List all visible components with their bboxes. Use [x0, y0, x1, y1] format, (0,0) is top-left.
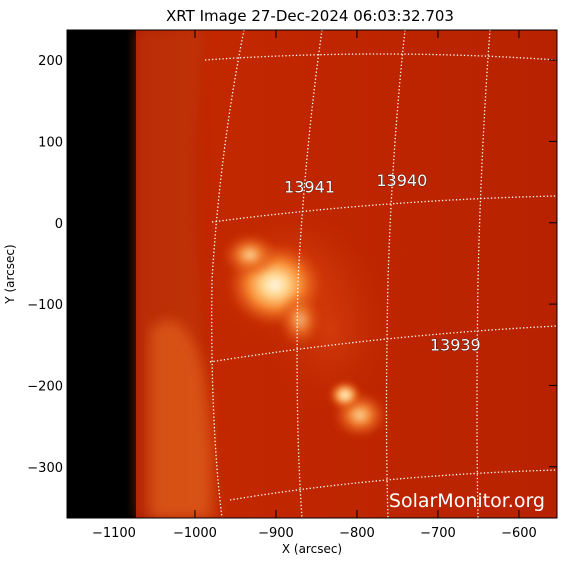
y-tick-label: 200 — [38, 54, 63, 69]
active-region-label: 13941 — [284, 178, 335, 197]
limb-loop-glow — [150, 320, 212, 518]
off-disk-strip — [67, 30, 136, 518]
active-region-label: 13940 — [376, 171, 427, 190]
x-tick-label: −800 — [339, 526, 375, 541]
y-tick-label: −100 — [27, 298, 63, 313]
x-tick-label: −900 — [258, 526, 294, 541]
y-tick-label: −300 — [27, 461, 63, 476]
y-tick-label: 100 — [38, 135, 63, 150]
grid-latitude-1 — [204, 53, 557, 61]
x-axis-label: X (arcsec) — [282, 542, 342, 556]
active-region-label: 13939 — [430, 335, 481, 354]
heliographic-grid — [204, 30, 557, 518]
y-tick-label: 0 — [55, 217, 63, 232]
plot-frame — [66, 29, 558, 519]
x-tick-label: −600 — [501, 526, 537, 541]
y-axis-label: Y (arcsec) — [3, 244, 17, 304]
watermark: SolarMonitor.org — [389, 490, 545, 512]
x-tick-label: −1100 — [92, 526, 136, 541]
grid-longitude-2 — [296, 30, 323, 518]
x-tick-label: −700 — [420, 526, 456, 541]
grid-longitude-1 — [211, 30, 245, 518]
x-tick-label: −1000 — [173, 526, 217, 541]
image-title: XRT Image 27-Dec-2024 06:03:32.703 — [166, 7, 454, 25]
active-region-south-bright — [329, 381, 361, 409]
y-tick-label: −200 — [27, 379, 63, 394]
y-axis-ticks: 200 100 0 −100 −200 −300 — [27, 54, 557, 476]
x-axis-ticks: −1100 −1000 −900 −800 −700 −600 — [92, 30, 537, 541]
active-region-core-west — [222, 233, 278, 277]
grid-latitude-4 — [229, 469, 557, 501]
solar-image: 13941 13940 13939 SolarMonitor.org — [67, 30, 557, 518]
active-region-loop — [278, 292, 322, 348]
